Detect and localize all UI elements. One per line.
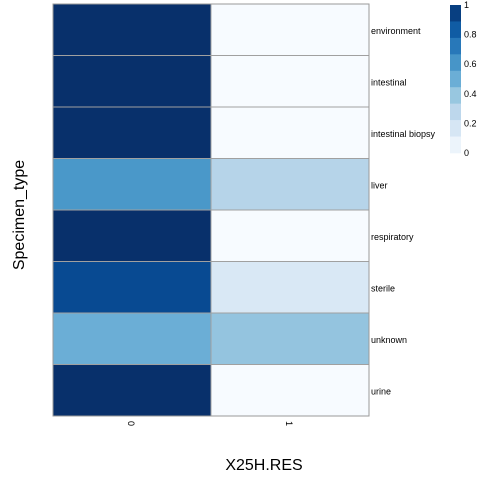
colorbar-tick-label: 0.8 — [464, 30, 477, 40]
row-label: liver — [371, 180, 388, 190]
column-label: 0 — [126, 421, 136, 426]
row-label: intestinal biopsy — [371, 129, 436, 139]
row-labels: environment intestinal intestinal biopsy li… — [371, 26, 436, 397]
plot-border — [52, 3, 370, 417]
row-label: unknown — [371, 335, 407, 345]
heatmap-cell — [210, 364, 370, 417]
heatmap-cell — [210, 312, 370, 365]
heatmap-cell — [52, 261, 212, 314]
heatmap-cells — [52, 3, 370, 417]
heatmap-cell — [210, 106, 370, 159]
heatmap-cell — [52, 209, 212, 262]
heatmap-cell — [210, 55, 370, 108]
colorbar-legend: 0 0.2 0.4 0.6 0.8 1 — [450, 0, 477, 158]
colorbar-tick-label: 0.2 — [464, 118, 477, 128]
colorbar-segment — [450, 21, 461, 39]
heatmap-cell — [210, 3, 370, 56]
colorbar-segment — [450, 54, 461, 72]
colorbar-tick-label: 0.6 — [464, 59, 477, 69]
colorbar-tick-label: 0 — [464, 148, 469, 158]
heatmap-cell — [52, 55, 212, 108]
colorbar-segment — [450, 37, 461, 55]
heatmap-cell — [52, 106, 212, 159]
row-label: intestinal — [371, 77, 407, 87]
colorbar-segment — [450, 87, 461, 104]
x-axis-title: X25H.RES — [225, 457, 302, 474]
row-label: respiratory — [371, 232, 414, 242]
heatmap-cell — [52, 158, 212, 211]
heatmap-cell — [52, 364, 212, 417]
colorbar-segment — [450, 136, 461, 154]
y-axis-title: Specimen_type — [11, 160, 28, 270]
row-label: sterile — [371, 283, 395, 293]
colorbar-tick-label: 1 — [464, 0, 469, 10]
colorbar-segment — [450, 5, 461, 22]
heatmap-cell — [52, 312, 212, 365]
heatmap-cell — [210, 209, 370, 262]
heatmap-cell — [210, 158, 370, 211]
colorbar-segment — [450, 70, 461, 88]
row-label: urine — [371, 386, 391, 396]
heatmap-cell — [52, 3, 212, 56]
row-label: environment — [371, 26, 421, 36]
heatmap-cell — [210, 261, 370, 314]
column-label: 1 — [284, 421, 294, 426]
colorbar-tick-label: 0.4 — [464, 89, 477, 99]
colorbar-segment — [450, 103, 461, 121]
colorbar-segment — [450, 120, 461, 137]
